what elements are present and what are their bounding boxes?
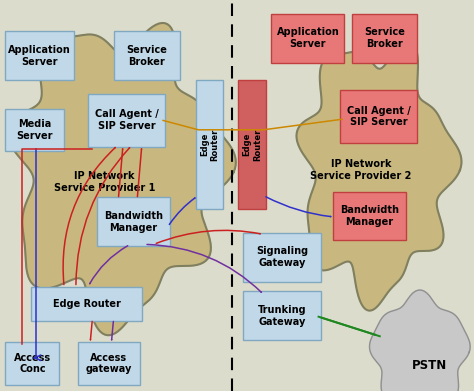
Text: Bandwidth
Manager: Bandwidth Manager bbox=[340, 205, 399, 227]
Polygon shape bbox=[370, 290, 470, 391]
Polygon shape bbox=[296, 42, 462, 310]
Text: PSTN: PSTN bbox=[411, 359, 447, 372]
Text: Trunking
Gateway: Trunking Gateway bbox=[258, 305, 306, 326]
FancyBboxPatch shape bbox=[97, 197, 170, 246]
FancyBboxPatch shape bbox=[5, 109, 64, 151]
FancyBboxPatch shape bbox=[196, 80, 223, 209]
FancyBboxPatch shape bbox=[333, 192, 406, 240]
Text: Media
Server: Media Server bbox=[17, 119, 53, 141]
Text: Call Agent /
SIP Server: Call Agent / SIP Server bbox=[346, 106, 410, 127]
Polygon shape bbox=[7, 23, 236, 335]
FancyBboxPatch shape bbox=[340, 90, 418, 143]
FancyBboxPatch shape bbox=[5, 31, 73, 80]
Text: Application
Server: Application Server bbox=[8, 45, 71, 66]
Text: Application
Server: Application Server bbox=[276, 27, 339, 49]
Text: IP Network
Service Provider 1: IP Network Service Provider 1 bbox=[54, 171, 155, 193]
FancyBboxPatch shape bbox=[78, 342, 139, 385]
Text: Edge
Router: Edge Router bbox=[200, 129, 219, 161]
FancyBboxPatch shape bbox=[31, 287, 142, 321]
FancyBboxPatch shape bbox=[352, 14, 418, 63]
FancyBboxPatch shape bbox=[243, 291, 321, 340]
Text: Bandwidth
Manager: Bandwidth Manager bbox=[104, 211, 163, 233]
Text: Access
Conc: Access Conc bbox=[14, 353, 51, 375]
Text: Service
Broker: Service Broker bbox=[126, 45, 167, 66]
FancyBboxPatch shape bbox=[272, 14, 345, 63]
FancyBboxPatch shape bbox=[238, 80, 266, 209]
Text: Call Agent /
SIP Server: Call Agent / SIP Server bbox=[95, 109, 158, 131]
Text: Signaling
Gateway: Signaling Gateway bbox=[256, 246, 308, 268]
Text: Edge
Router: Edge Router bbox=[242, 129, 262, 161]
FancyBboxPatch shape bbox=[114, 31, 180, 80]
FancyBboxPatch shape bbox=[88, 94, 165, 147]
Text: Access
gateway: Access gateway bbox=[86, 353, 132, 375]
Text: Service
Broker: Service Broker bbox=[364, 27, 405, 49]
FancyBboxPatch shape bbox=[5, 342, 59, 385]
Text: Edge Router: Edge Router bbox=[53, 299, 120, 309]
FancyBboxPatch shape bbox=[243, 233, 321, 282]
Text: IP Network
Service Provider 2: IP Network Service Provider 2 bbox=[310, 159, 411, 181]
